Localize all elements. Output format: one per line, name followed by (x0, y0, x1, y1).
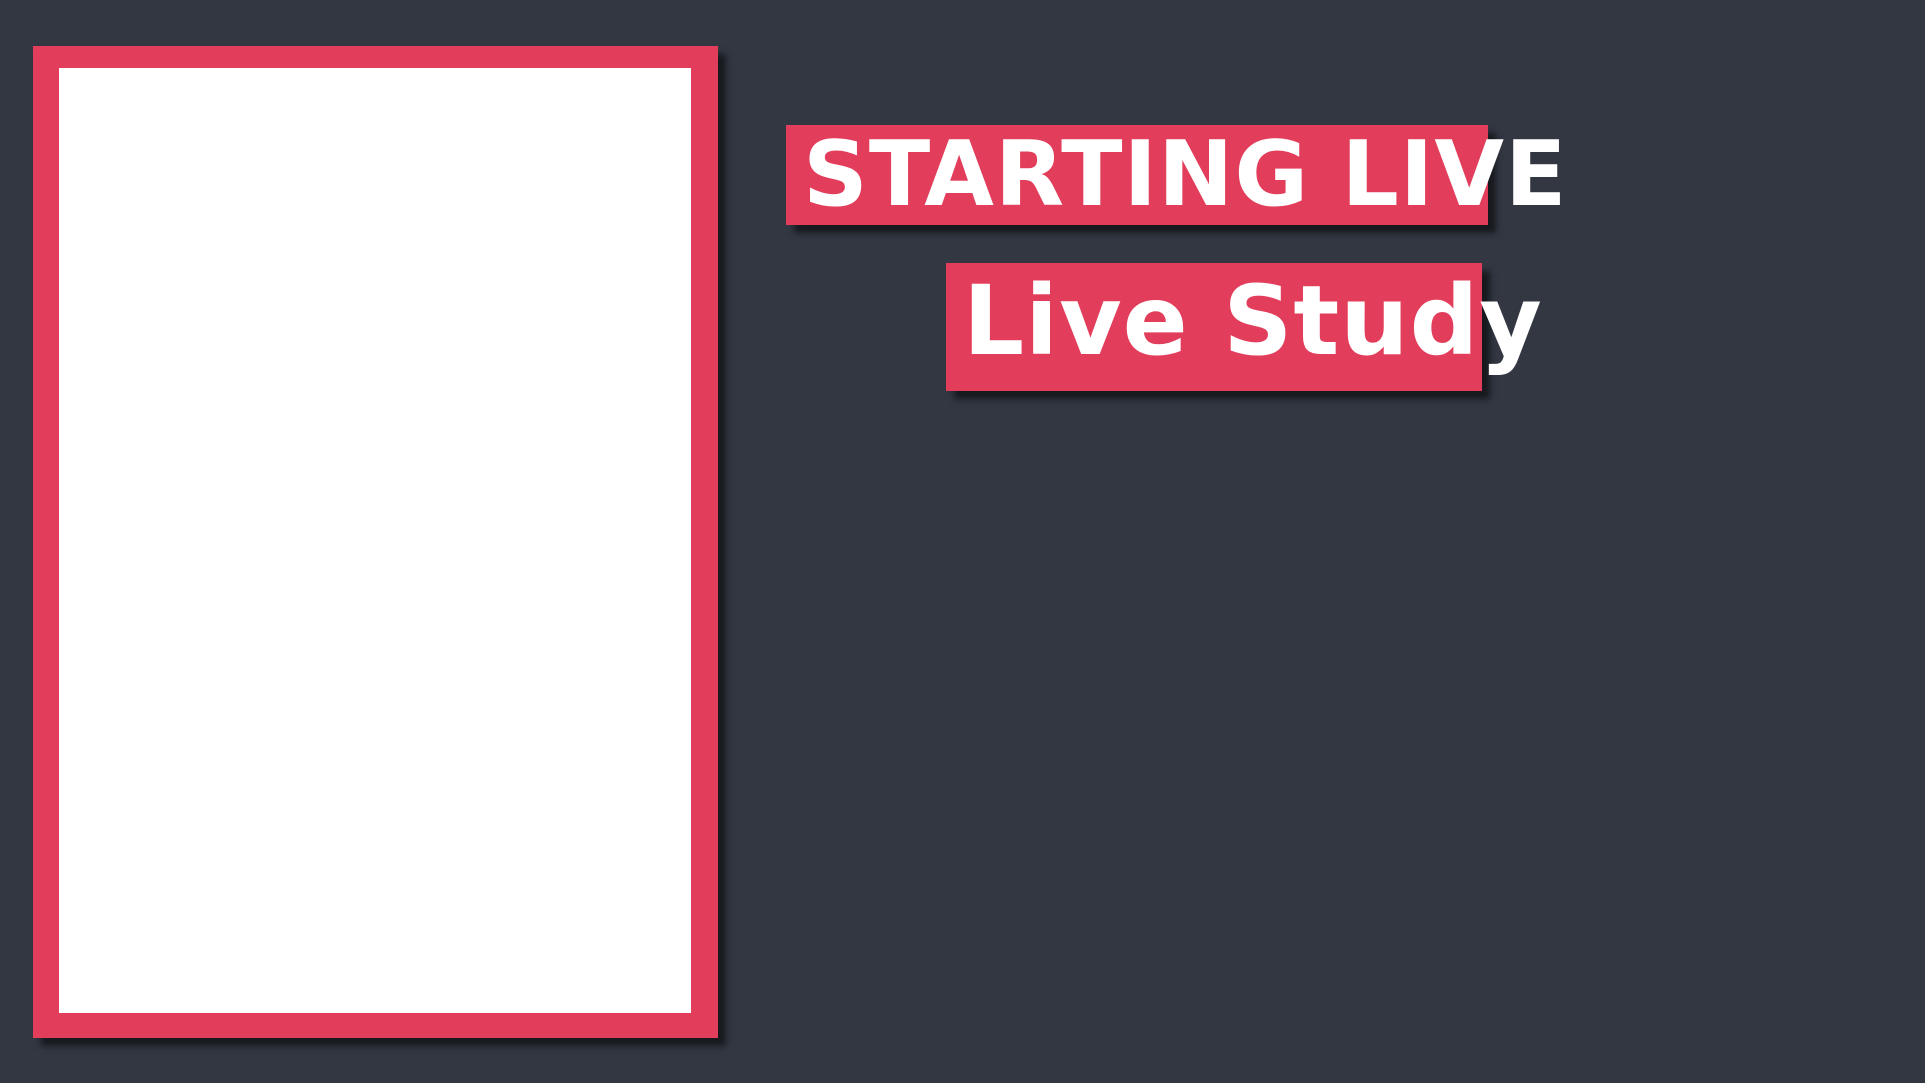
camera-frame (33, 46, 718, 1038)
subtitle-banner: Live Study (946, 263, 1542, 391)
title-banner: STARTING LIVE (786, 122, 1567, 227)
title-text: STARTING LIVE (803, 121, 1568, 227)
camera-placeholder (59, 68, 691, 1013)
subtitle-text: Live Study (963, 265, 1543, 377)
